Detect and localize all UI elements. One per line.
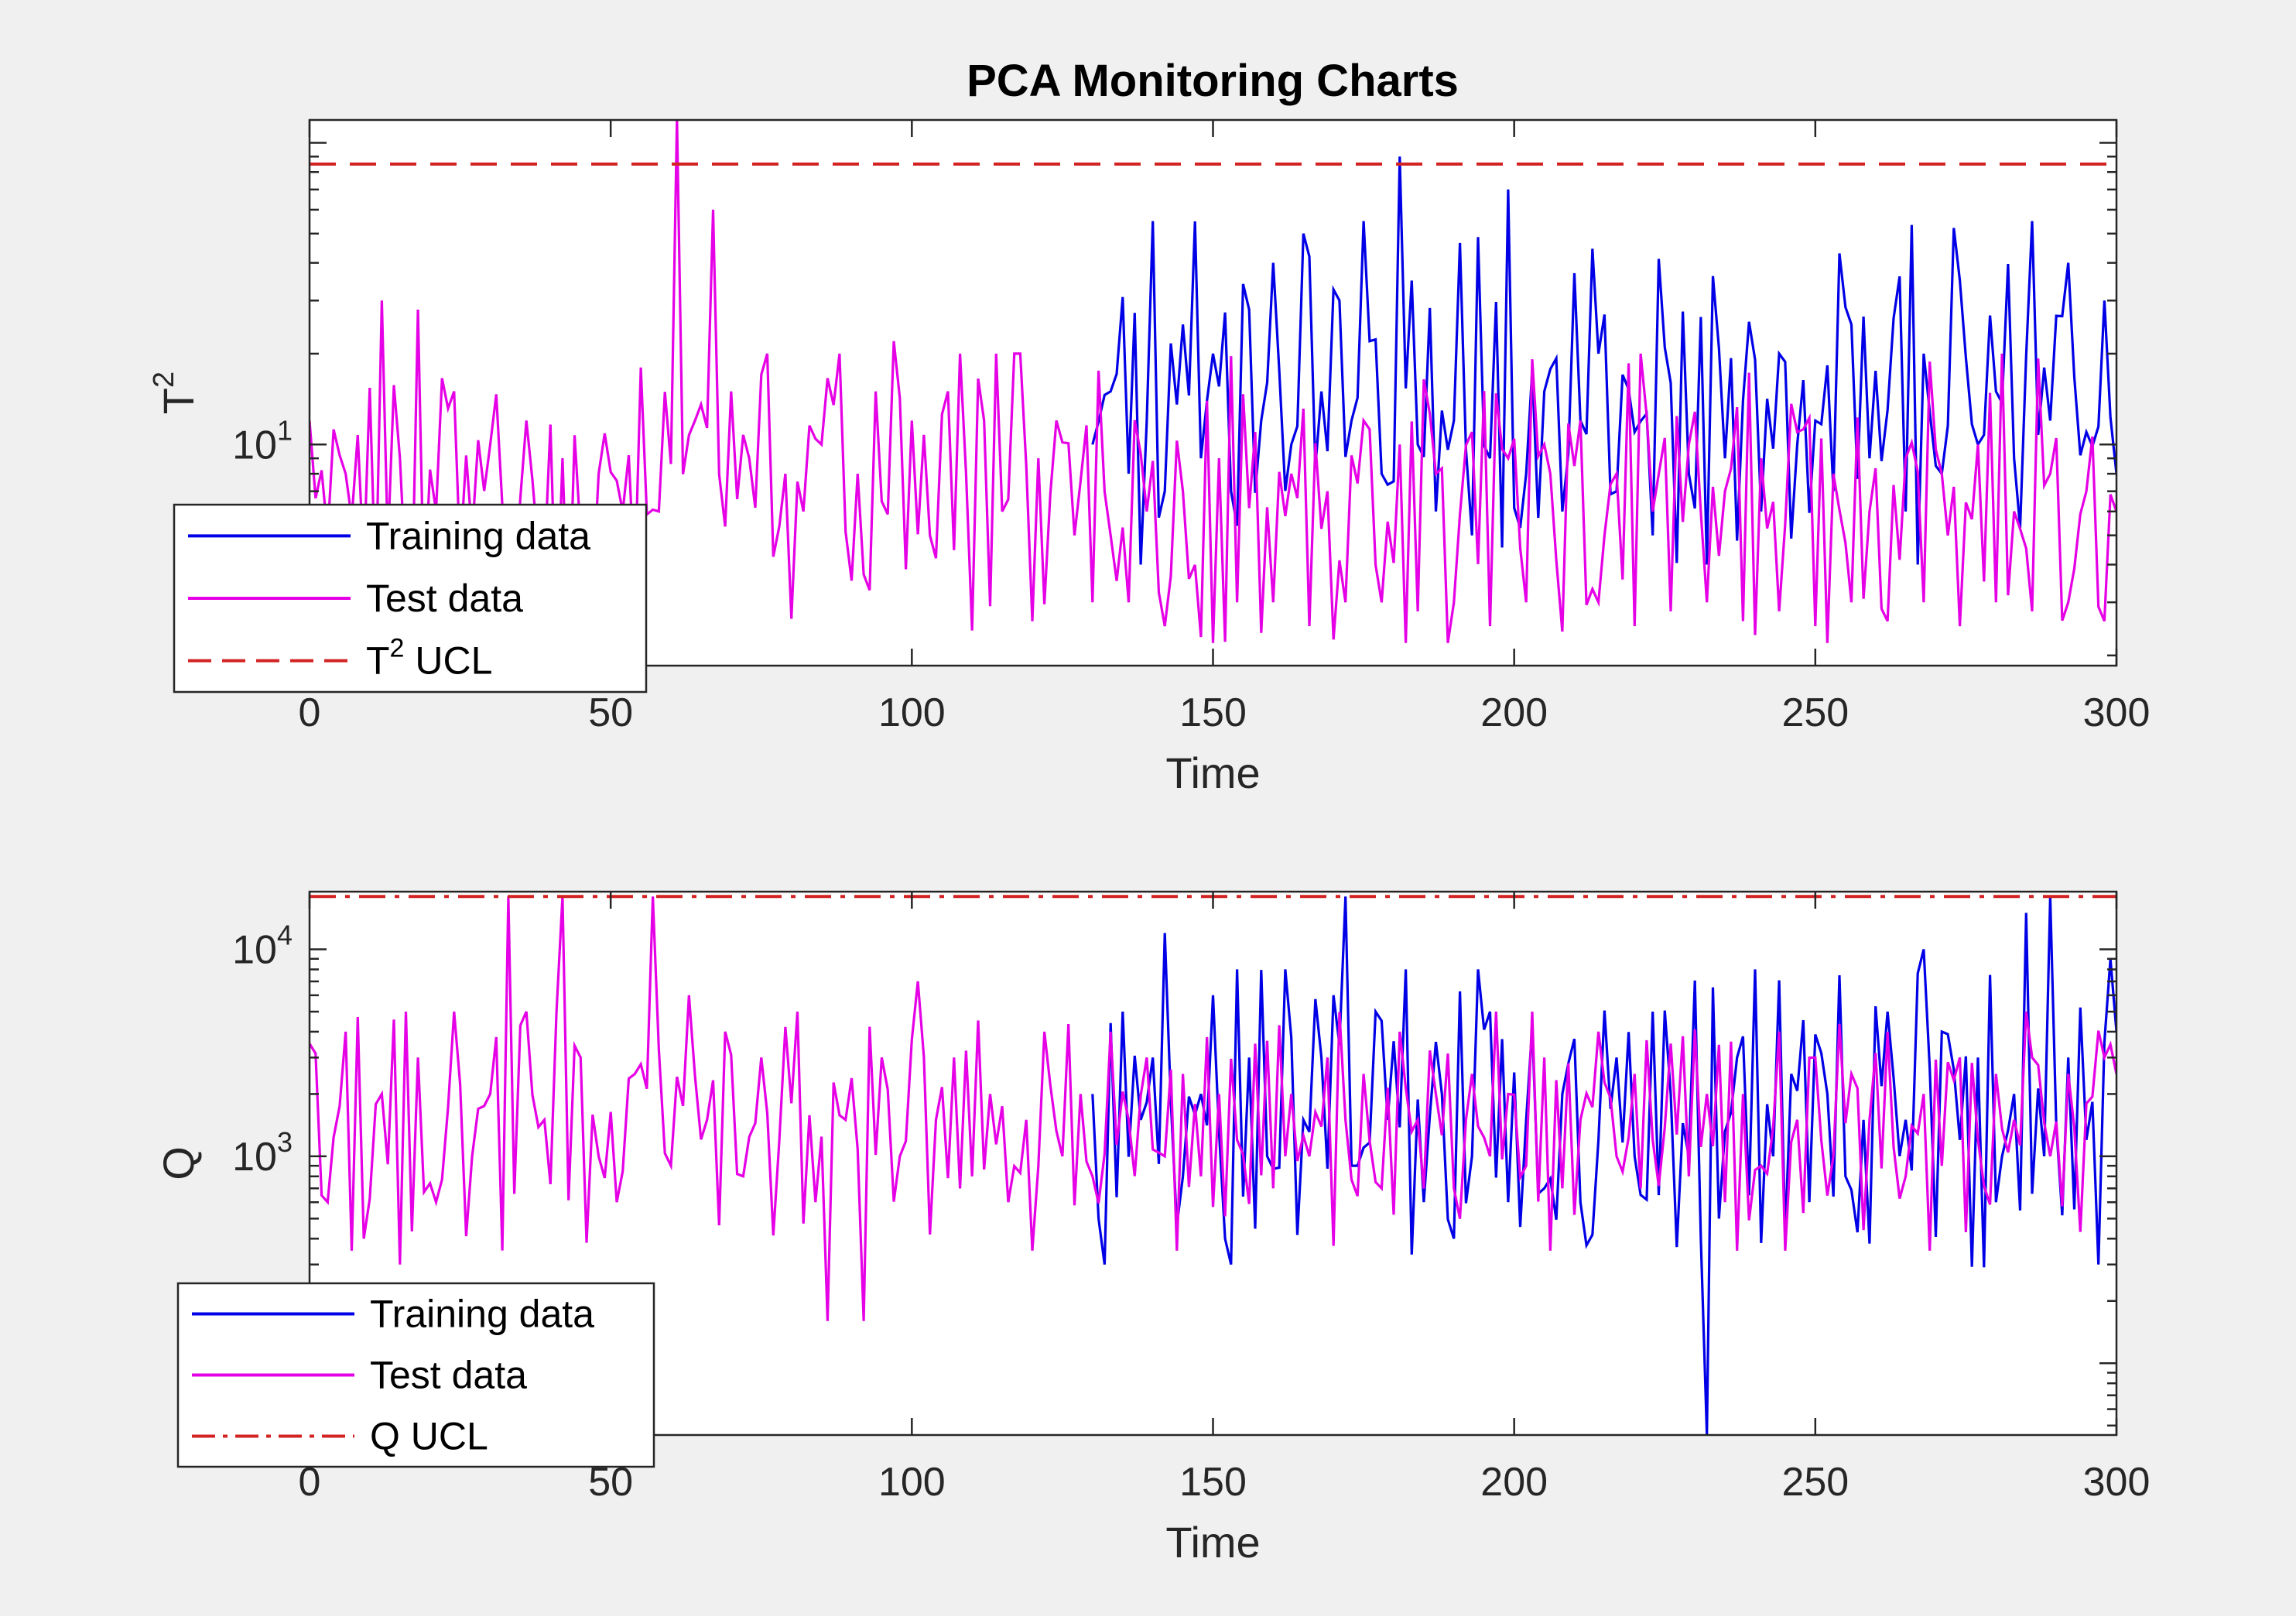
t2-x-tick-label: 0 (299, 690, 321, 735)
t2-y-tick-label: 101 (232, 414, 293, 468)
q-legend-label-training: Training data (370, 1293, 594, 1336)
q-y-tick-exp: 4 (277, 920, 293, 951)
t2-legend-ucl-sup: 2 (390, 634, 405, 663)
t2-legend-label-test: Test data (366, 577, 523, 620)
t2-legend-label-training: Training data (366, 514, 590, 557)
q-y-tick-label: 103 (232, 1126, 293, 1180)
q-series-training-line (1091, 896, 2116, 1435)
t2-x-tick-label: 300 (2083, 690, 2151, 735)
t2-x-tick-label: 200 (1480, 690, 1548, 735)
chart-title: PCA Monitoring Charts (967, 56, 1459, 106)
q-y-tick-base: 10 (232, 1135, 277, 1180)
t2-y-tick-base: 10 (232, 423, 277, 468)
q-x-tick-label: 200 (1480, 1460, 1548, 1505)
q-y-tick-label: 104 (232, 920, 293, 973)
q-y-tick-base: 10 (232, 928, 277, 973)
q-y-axis-label: Q (154, 1146, 203, 1180)
t2-x-tick-label: 250 (1781, 690, 1849, 735)
t2-x-tick-label: 50 (588, 690, 633, 735)
t2-series-training-line (1091, 156, 2116, 565)
t2-series-test-line (310, 120, 2116, 643)
q-y-tick-exp: 3 (277, 1126, 293, 1158)
t2-x-axis-label: Time (1165, 748, 1260, 797)
q-legend-label-ucl: Q UCL (370, 1415, 488, 1458)
t2-plot-area (310, 120, 2116, 643)
t2-legend: Training data Test data T2 UCL (173, 503, 648, 694)
q-x-tick-label: 300 (2083, 1460, 2151, 1505)
q-x-axis-label: Time (1165, 1518, 1260, 1567)
t2-x-tick-label: 150 (1179, 690, 1247, 735)
q-x-tick-label: 250 (1781, 1460, 1849, 1505)
q-legend: Training data Test data Q UCL (176, 1282, 655, 1468)
q-x-tick-label: 150 (1179, 1460, 1247, 1505)
q-series-test-line (310, 896, 2116, 1321)
t2-y-axis-label: T2 (148, 372, 203, 414)
t2-legend-label-ucl: T2 UCL (366, 634, 492, 683)
t2-x-tick-label: 100 (878, 690, 946, 735)
q-legend-label-test: Test data (370, 1354, 527, 1397)
t2-y-axis-label-sup: 2 (148, 372, 180, 388)
t2-legend-ucl-prefix: T (366, 639, 390, 683)
q-y-axis-label-base: Q (154, 1146, 203, 1180)
q-x-tick-label: 100 (878, 1460, 946, 1505)
t2-y-axis-label-base: T (154, 388, 203, 414)
t2-legend-ucl-rest: UCL (404, 639, 492, 683)
t2-y-tick-exp: 1 (277, 414, 293, 446)
